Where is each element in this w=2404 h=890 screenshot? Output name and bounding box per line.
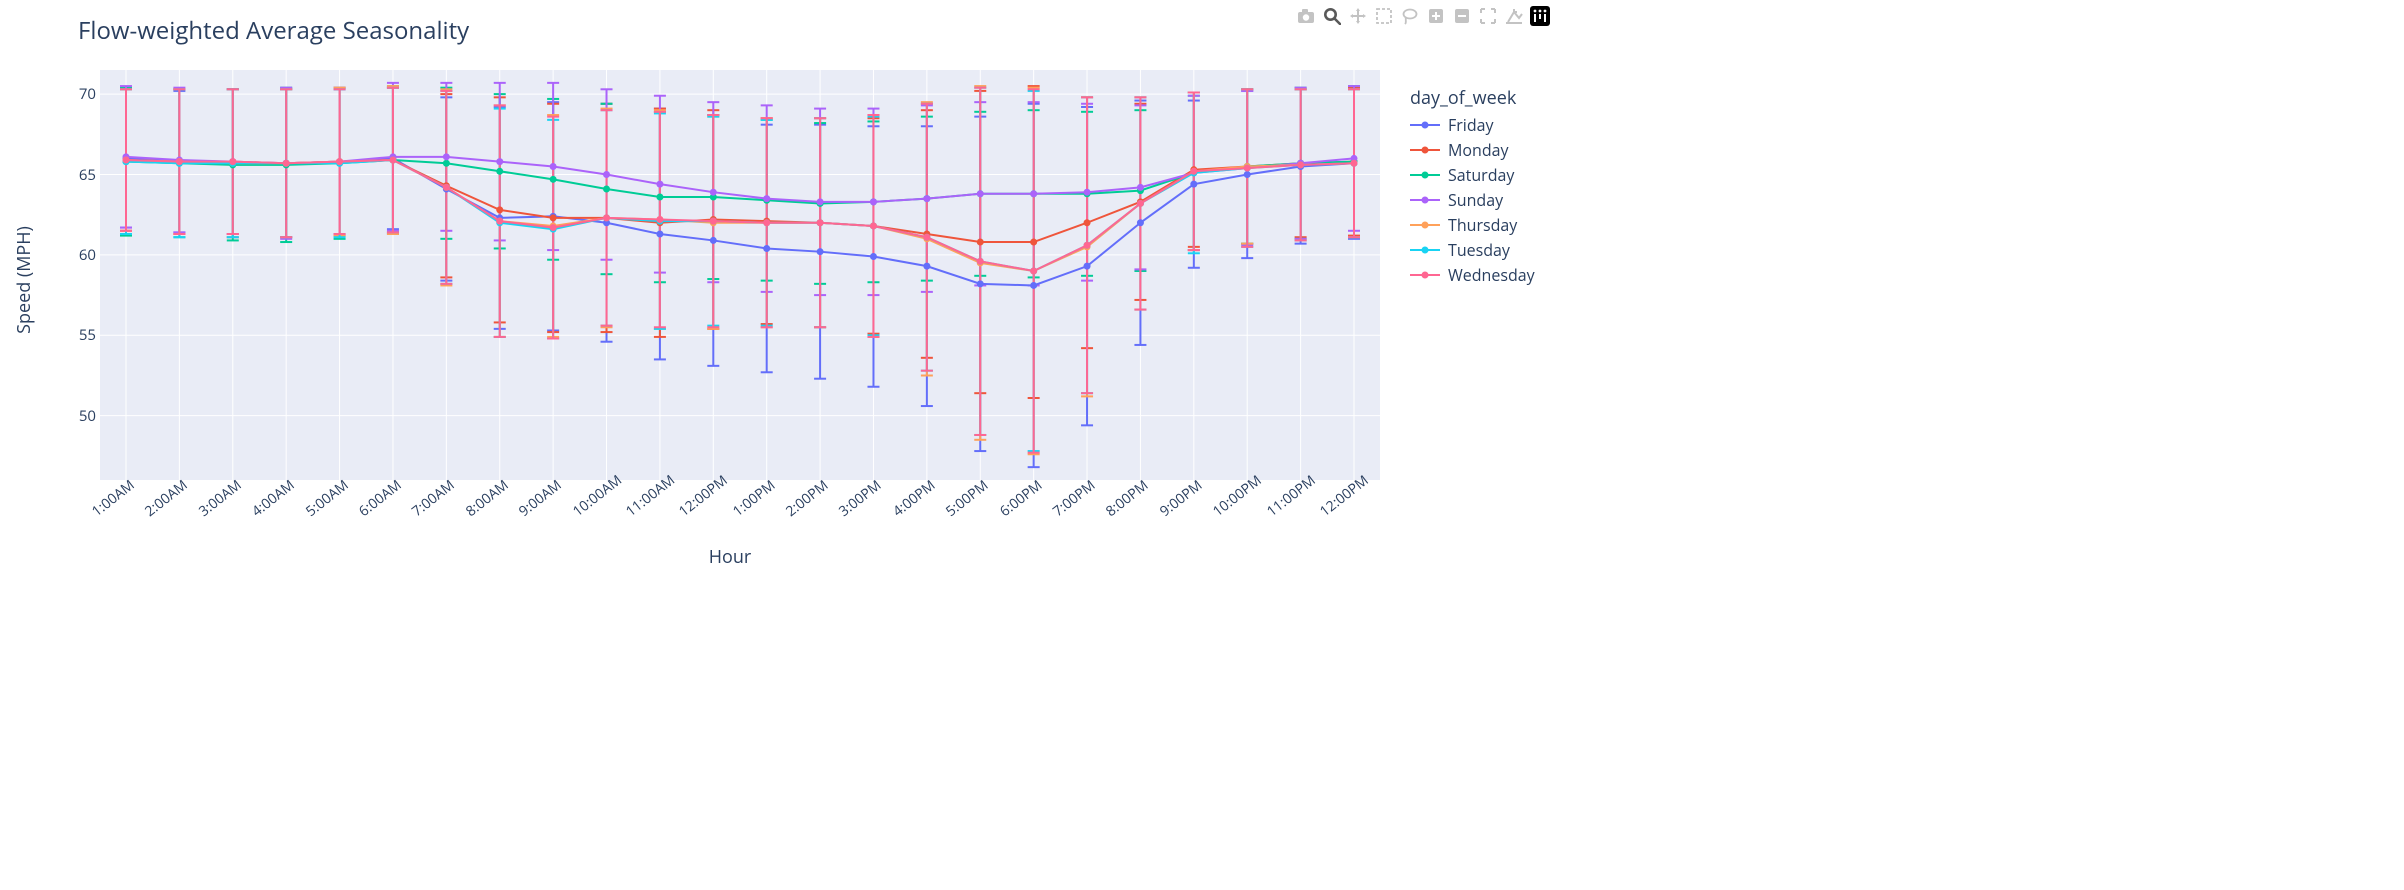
x-tick-label: 8:00AM <box>462 476 512 521</box>
legend-item[interactable]: Sunday <box>1410 189 1535 211</box>
x-tick-label: 12:00PM <box>1316 471 1372 521</box>
x-tick-label: 10:00AM <box>569 471 626 521</box>
legend-label: Sunday <box>1448 189 1503 211</box>
zoom-out-icon[interactable] <box>1452 6 1472 26</box>
legend-item[interactable]: Saturday <box>1410 164 1535 186</box>
x-tick-label: 9:00PM <box>1156 476 1206 521</box>
x-tick-label: 7:00PM <box>1049 476 1099 521</box>
y-tick-label: 70 <box>58 84 96 104</box>
x-axis-ticks: 1:00AM2:00AM3:00AM4:00AM5:00AM6:00AM7:00… <box>100 478 1380 528</box>
modebar <box>1296 6 1550 26</box>
legend-title: day_of_week <box>1410 86 1535 110</box>
x-axis-label: Hour <box>709 545 752 569</box>
legend-label: Thursday <box>1448 214 1517 236</box>
zoom-in-icon[interactable] <box>1426 6 1446 26</box>
legend-swatch <box>1410 174 1440 176</box>
x-tick-label: 10:00PM <box>1209 471 1265 521</box>
legend-item[interactable]: Friday <box>1410 114 1535 136</box>
x-tick-label: 9:00AM <box>515 476 565 521</box>
legend-label: Tuesday <box>1448 239 1510 261</box>
legend-swatch <box>1410 249 1440 251</box>
y-tick-label: 55 <box>58 325 96 345</box>
x-tick-label: 7:00AM <box>408 476 458 521</box>
box-select-icon[interactable] <box>1374 6 1394 26</box>
y-axis-label: Speed (MPH) <box>12 226 36 334</box>
legend-swatch <box>1410 224 1440 226</box>
plotly-logo-icon[interactable] <box>1530 6 1550 26</box>
legend-swatch <box>1410 149 1440 151</box>
x-tick-label: 2:00AM <box>141 476 191 521</box>
legend-label: Friday <box>1448 114 1494 136</box>
x-tick-label: 4:00PM <box>889 476 939 521</box>
legend-label: Saturday <box>1448 164 1514 186</box>
zoom-icon[interactable] <box>1322 6 1342 26</box>
chart-container: Flow-weighted Average Seasonality Speed … <box>0 0 1560 575</box>
y-axis-ticks: 50 55 60 65 70 <box>58 70 96 480</box>
legend-swatch <box>1410 199 1440 201</box>
legend-label: Monday <box>1448 139 1509 161</box>
x-tick-label: 1:00PM <box>729 476 779 521</box>
y-tick-label: 65 <box>58 165 96 185</box>
legend-item[interactable]: Tuesday <box>1410 239 1535 261</box>
x-tick-label: 12:00PM <box>675 471 731 521</box>
legend-item[interactable]: Wednesday <box>1410 264 1535 286</box>
pan-icon[interactable] <box>1348 6 1368 26</box>
legend: day_of_week Friday Monday Saturday Sunday Th… <box>1410 86 1535 289</box>
legend-item[interactable]: Monday <box>1410 139 1535 161</box>
camera-icon[interactable] <box>1296 6 1316 26</box>
x-tick-label: 4:00AM <box>248 476 298 521</box>
x-tick-label: 5:00AM <box>302 476 352 521</box>
legend-swatch <box>1410 124 1440 126</box>
x-tick-label: 6:00PM <box>996 476 1046 521</box>
legend-label: Wednesday <box>1448 264 1535 286</box>
autoscale-icon[interactable] <box>1478 6 1498 26</box>
x-tick-label: 3:00PM <box>835 476 885 521</box>
legend-item[interactable]: Thursday <box>1410 214 1535 236</box>
y-tick-label: 60 <box>58 245 96 265</box>
x-tick-label: 2:00PM <box>782 476 832 521</box>
chart-title: Flow-weighted Average Seasonality <box>78 14 469 47</box>
x-tick-label: 11:00PM <box>1263 471 1319 521</box>
x-tick-label: 6:00AM <box>355 476 405 521</box>
legend-swatch <box>1410 274 1440 276</box>
x-tick-label: 3:00AM <box>195 476 245 521</box>
x-tick-label: 8:00PM <box>1102 476 1152 521</box>
x-tick-label: 11:00AM <box>622 471 679 521</box>
x-tick-label: 5:00PM <box>942 476 992 521</box>
x-tick-label: 1:00AM <box>88 476 138 521</box>
lasso-select-icon[interactable] <box>1400 6 1420 26</box>
plot-area[interactable] <box>100 70 1380 485</box>
y-tick-label: 50 <box>58 406 96 426</box>
reset-axes-icon[interactable] <box>1504 6 1524 26</box>
